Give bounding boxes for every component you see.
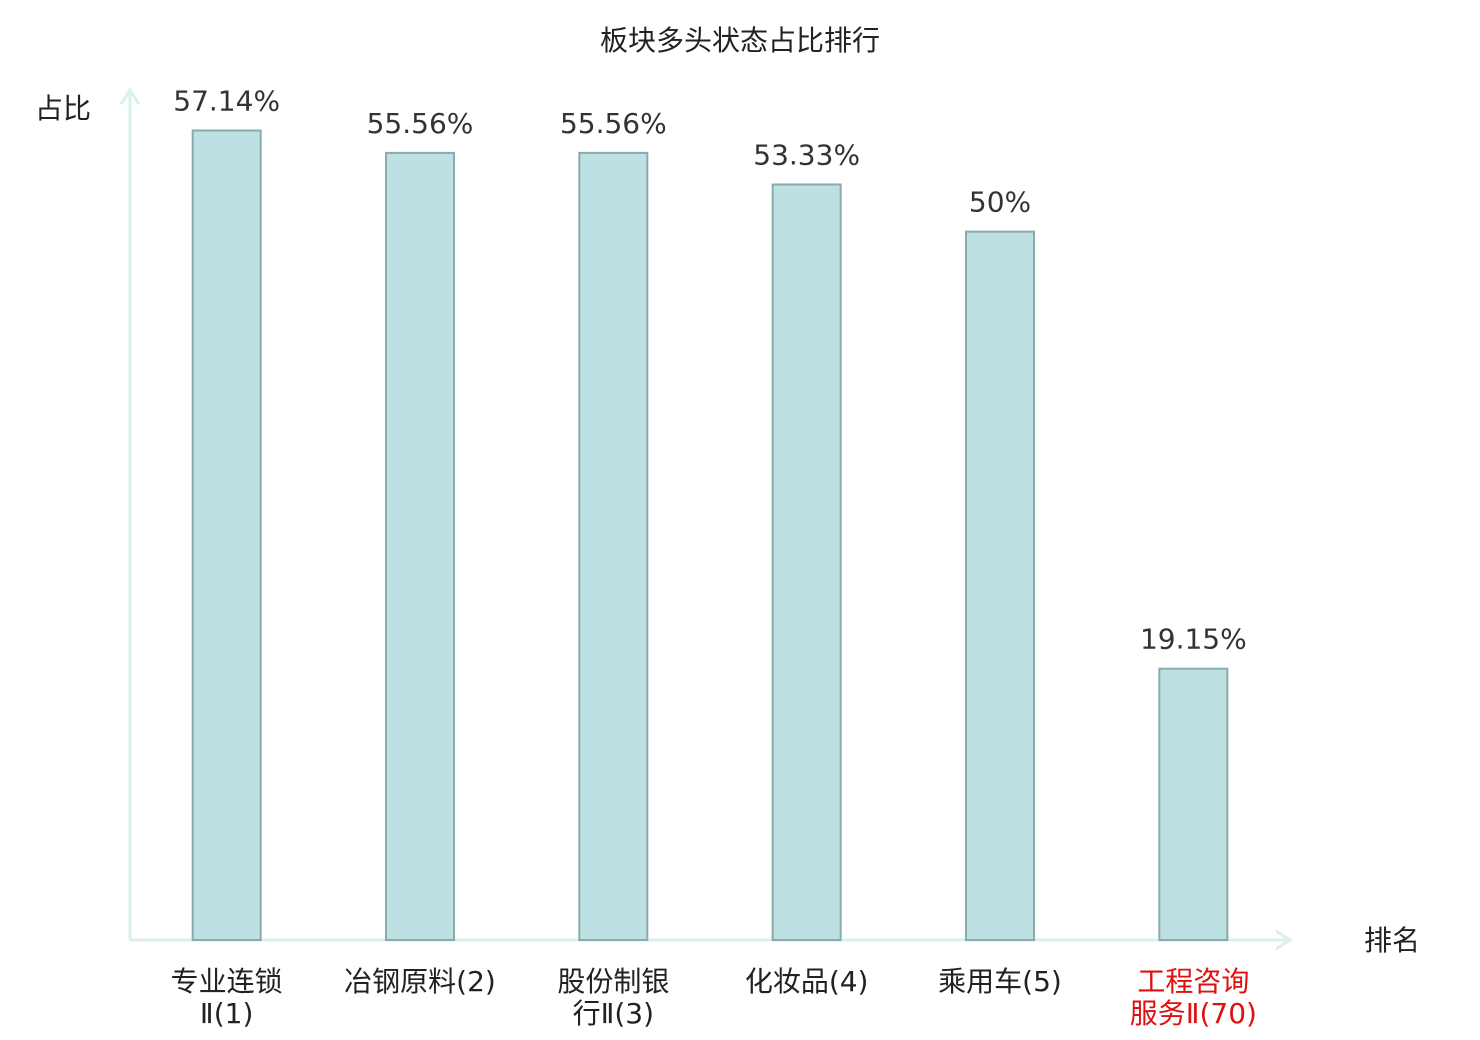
y-axis-label: 占比 <box>35 92 91 125</box>
x-axis-arrow <box>1275 929 1293 951</box>
value-label: 50% <box>969 186 1031 219</box>
x-axis-label: 排名 <box>1364 924 1420 957</box>
value-label: 53.33% <box>753 138 860 171</box>
x-tick-label: 乘用车(5) <box>938 965 1062 998</box>
bar <box>771 183 842 942</box>
value-label: 55.56% <box>367 107 474 140</box>
x-tick-label: 工程咨询 服务Ⅱ(70) <box>1129 965 1257 1030</box>
x-tick-label: 化妆品(4) <box>744 965 869 998</box>
bar <box>191 129 262 941</box>
value-label: 19.15% <box>1140 623 1247 656</box>
x-tick-label: 冶钢原料(2) <box>344 965 496 998</box>
bar <box>385 151 455 941</box>
x-tick-label: 股份制银 行Ⅱ(3) <box>557 965 670 1030</box>
x-tick-label: 专业连锁 Ⅱ(1) <box>170 965 283 1030</box>
bar <box>1158 667 1229 941</box>
y-axis-arrow <box>119 87 141 105</box>
value-label: 55.56% <box>560 107 667 140</box>
value-label: 57.14% <box>173 85 280 118</box>
bar <box>965 230 1035 941</box>
bar <box>578 151 649 941</box>
chart-title: 板块多头状态占比排行 <box>600 24 880 57</box>
